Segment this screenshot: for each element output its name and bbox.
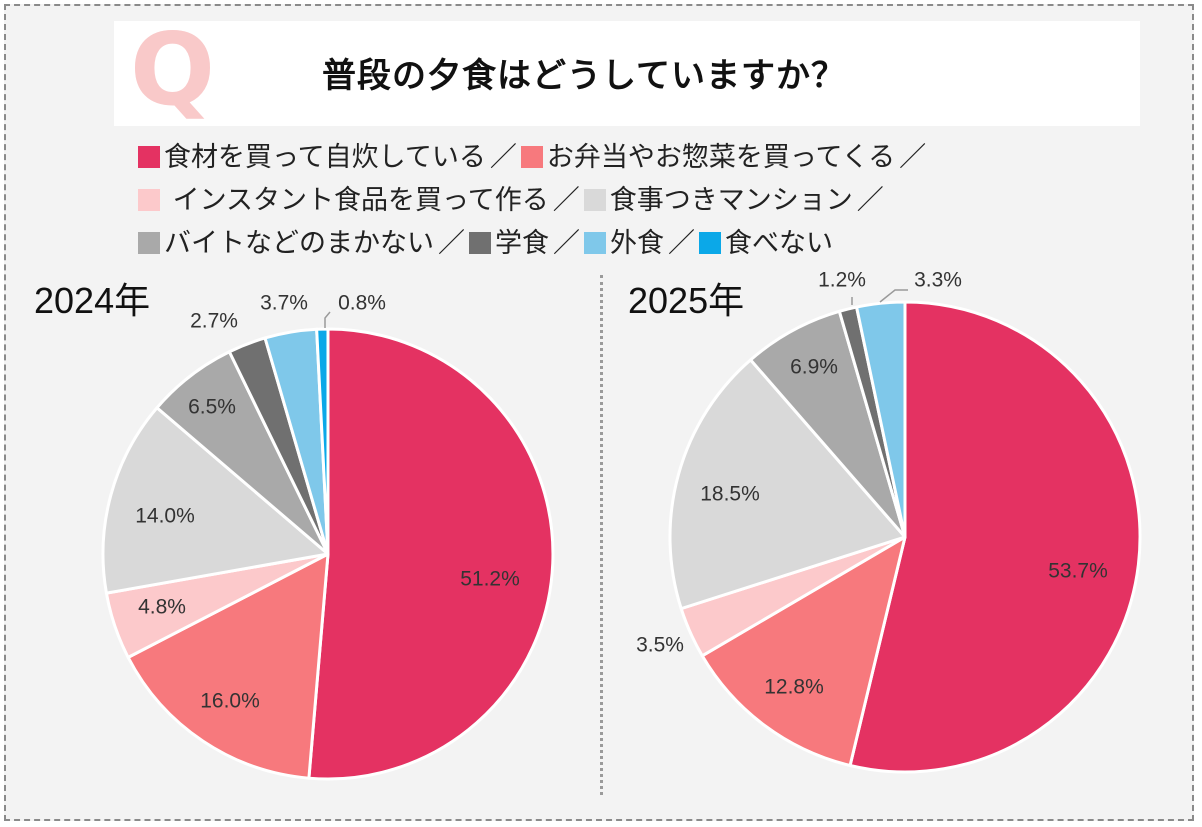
pie-slice (307, 327, 555, 781)
legend-item: 食事つきマンション (583, 185, 853, 216)
data-label: 12.8% (764, 676, 824, 699)
legend-swatch (138, 232, 160, 254)
data-label: 51.2% (460, 568, 520, 591)
legend-label: 食事つきマンション (609, 185, 853, 216)
legend-label: お弁当やお惣菜を買ってくる (546, 142, 896, 173)
legend-swatch (584, 232, 606, 254)
data-label: 2.7% (190, 310, 238, 333)
legend-separator: ／ (668, 228, 695, 259)
legend-swatch (583, 189, 606, 211)
pie-2025年: 53.7% 12.8% 3.5% 18.5% 6.9% 1.2% 3.3% (636, 269, 1142, 774)
data-label: 4.8% (138, 596, 186, 619)
pie-slice (848, 300, 1142, 774)
legend-separator: ／ (856, 185, 884, 216)
pie-slice (700, 535, 907, 767)
legend-item: 外食 (584, 228, 664, 259)
legend-separator: ／ (438, 228, 465, 259)
year-label-2024: 2024年 (34, 280, 151, 321)
question-banner (114, 21, 1140, 126)
legend-row: 食材を買って自炊している／お弁当やお惣菜を買ってくる／ (138, 136, 1078, 179)
q-mark: Q (130, 11, 216, 128)
legend-swatch (138, 146, 160, 168)
data-label: 6.9% (790, 356, 838, 379)
legend-item: 食べない (699, 228, 833, 259)
legend-label: インスタント食品を買って作る (164, 185, 549, 216)
leader-line (879, 289, 908, 303)
pie-slice (668, 358, 907, 611)
legend-label: 食材を買って自炊している (164, 142, 486, 173)
legend: 食材を買って自炊している／お弁当やお惣菜を買ってくる／ インスタント食品を買って… (138, 136, 1078, 265)
pie-2024年: 51.2% 16.0% 4.8% 14.0% 6.5% 2.7% 3.7% 0.8% (101, 292, 555, 781)
data-label: 18.5% (700, 483, 760, 506)
legend-item: インスタント食品を買って作る (138, 185, 549, 216)
pie-slice (315, 327, 330, 556)
chart-divider (600, 275, 603, 795)
legend-row: インスタント食品を買って作る／食事つきマンション／ (138, 179, 1078, 222)
pie-slice (101, 406, 330, 595)
legend-label: バイトなどのまかない (164, 228, 434, 259)
data-label: 3.5% (636, 634, 684, 657)
legend-separator: ／ (553, 228, 580, 259)
pie-slice (126, 552, 330, 780)
legend-item: バイトなどのまかない (138, 228, 434, 259)
data-label: 16.0% (200, 690, 260, 713)
data-label: 14.0% (135, 505, 195, 528)
legend-item: 学食 (469, 228, 549, 259)
leader-line (324, 311, 331, 328)
data-label: 0.8% (338, 292, 386, 315)
legend-item: お弁当やお惣菜を買ってくる (520, 142, 896, 173)
legend-swatch (469, 232, 491, 254)
data-label: 1.2% (818, 269, 866, 292)
legend-separator: ／ (489, 142, 517, 173)
legend-item: 食材を買って自炊している (138, 142, 486, 173)
data-label: 3.7% (260, 292, 308, 315)
legend-separator: ／ (899, 142, 927, 173)
data-label: 6.5% (188, 396, 236, 419)
legend-label: 外食 (610, 228, 664, 259)
legend-swatch (520, 146, 543, 168)
question-title: 普段の夕食はどうしていますか？ (322, 56, 846, 96)
legend-swatch (138, 189, 160, 211)
legend-label: 学食 (495, 228, 549, 259)
year-label-2025: 2025年 (628, 280, 745, 321)
legend-row: バイトなどのまかない／学食／外食／食べない (138, 222, 1078, 265)
legend-swatch (699, 232, 721, 254)
pie-slice (855, 300, 907, 539)
data-label: 3.3% (914, 269, 962, 292)
legend-separator: ／ (552, 185, 580, 216)
legend-label: 食べない (725, 228, 833, 259)
data-label: 53.7% (1048, 560, 1108, 583)
